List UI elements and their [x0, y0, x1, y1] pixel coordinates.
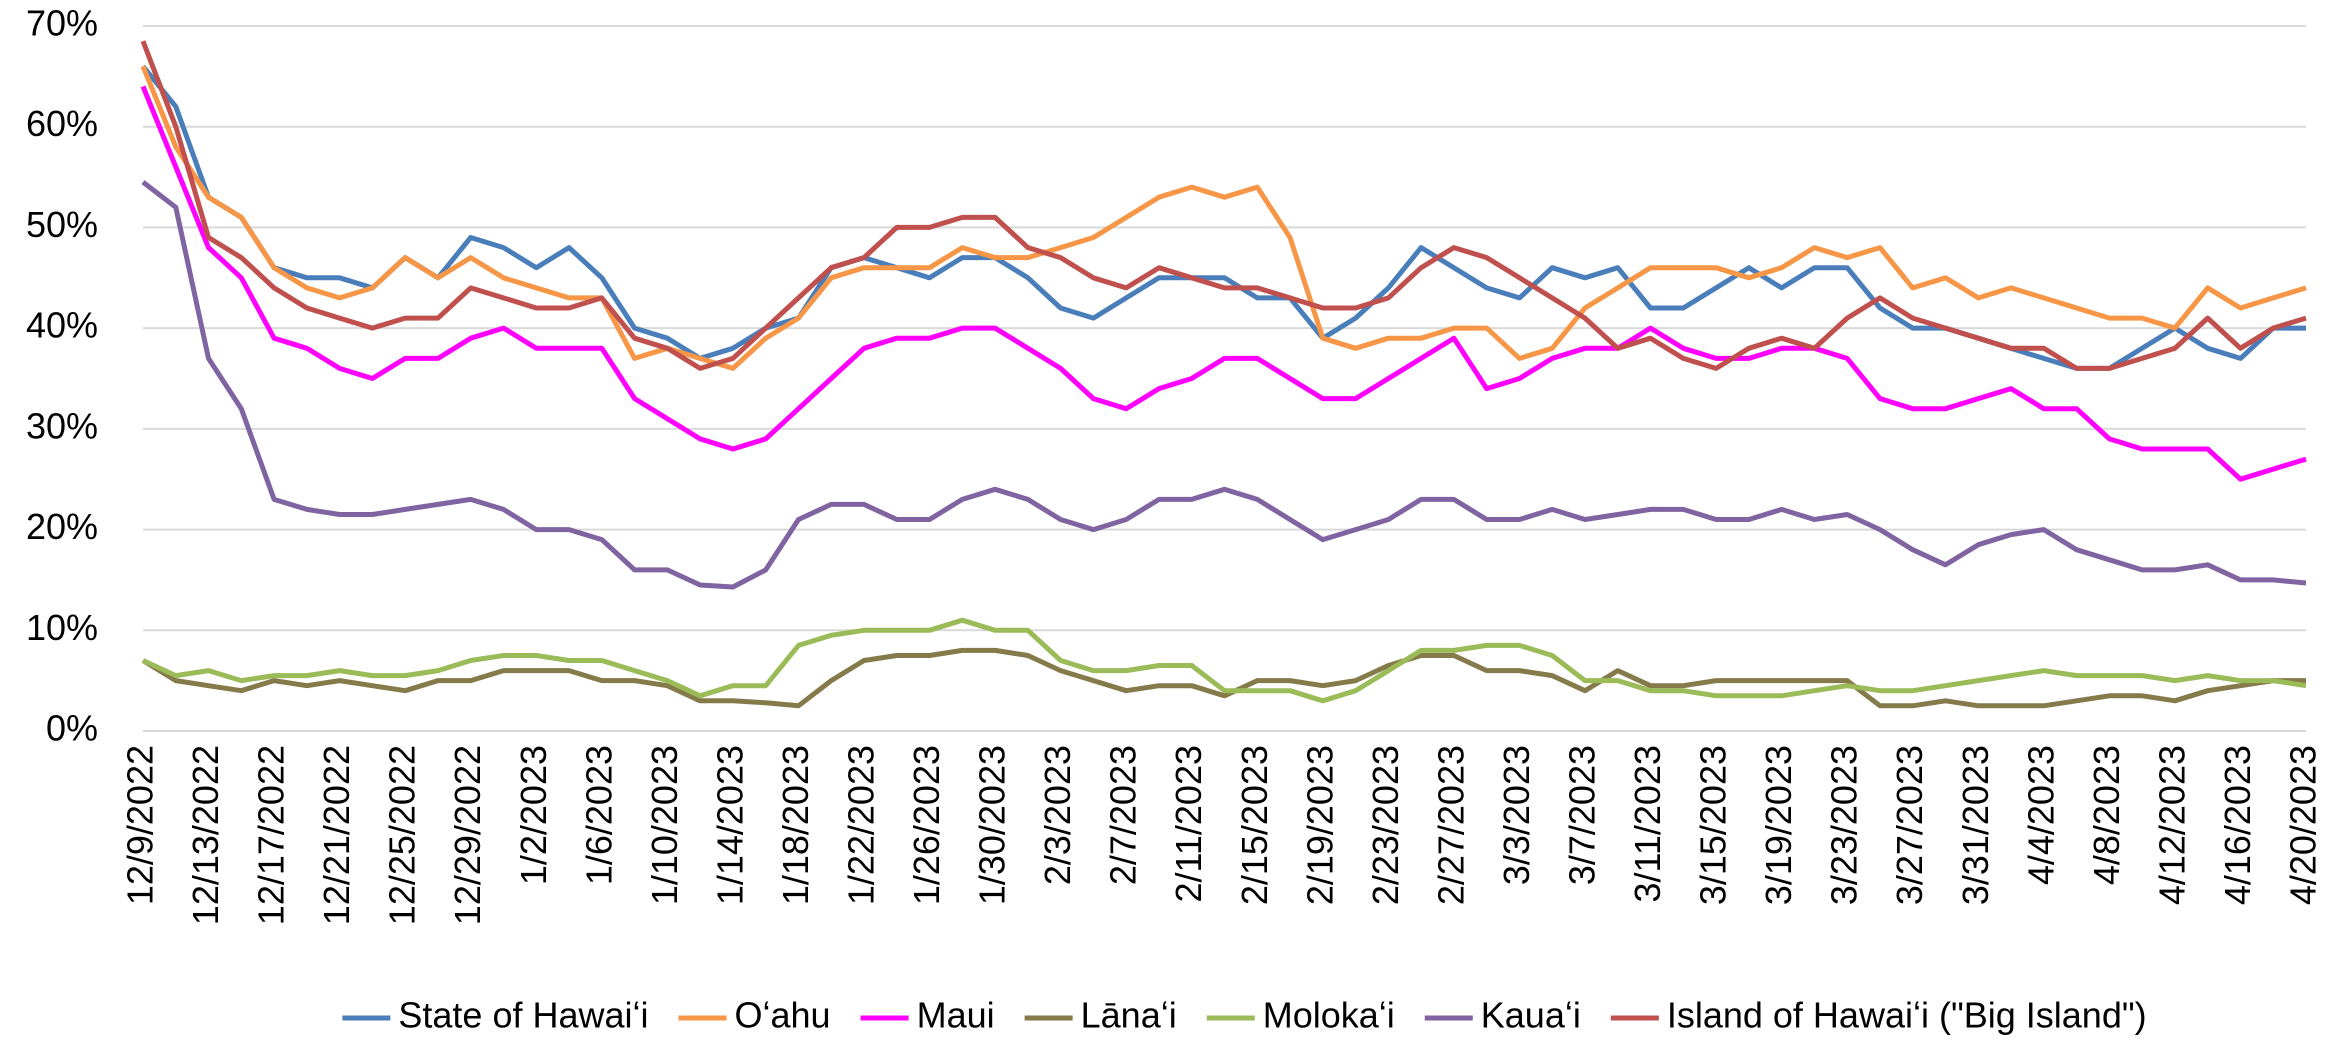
- x-tick-label: 3/19/2023: [1758, 745, 1799, 905]
- x-tick-label: 4/16/2023: [2217, 745, 2258, 905]
- legend: State of Hawaiʻi Oʻahu Maui Lānaʻi Molokaʻi K…: [342, 995, 2147, 1036]
- x-tick-label: 1/26/2023: [906, 745, 947, 905]
- x-tick-label: 12/21/2022: [316, 745, 357, 925]
- x-tick-label: 1/18/2023: [775, 745, 816, 905]
- x-tick-label: 1/14/2023: [709, 745, 750, 905]
- x-tick-label: 3/31/2023: [1955, 745, 1996, 905]
- y-tick-label: 0%: [46, 708, 98, 749]
- x-tick-label: 3/11/2023: [1627, 745, 1668, 902]
- legend-label: State of Hawaiʻi: [398, 995, 648, 1036]
- legend-label: Lānaʻi: [1081, 995, 1177, 1036]
- y-tick-label: 50%: [26, 204, 98, 245]
- x-tick-label: 2/3/2023: [1037, 745, 1078, 885]
- x-tick-label: 12/13/2022: [185, 745, 226, 925]
- x-tick-label: 1/22/2023: [841, 745, 882, 905]
- x-tick-label: 1/30/2023: [972, 745, 1013, 905]
- series-line: [140, 85, 2307, 482]
- x-tick-label: 3/27/2023: [1889, 745, 1930, 905]
- legend-label: Molokaʻi: [1263, 995, 1395, 1036]
- y-tick-label: 20%: [26, 506, 98, 547]
- x-tick-label: 2/19/2023: [1299, 745, 1340, 905]
- x-tick-label: 3/23/2023: [1824, 745, 1865, 905]
- x-tick-label: 2/15/2023: [1234, 745, 1275, 905]
- y-tick-label: 30%: [26, 405, 98, 446]
- x-tick-label: 2/27/2023: [1430, 745, 1471, 905]
- series-line: [141, 64, 2306, 371]
- x-tick-label: 12/25/2022: [382, 745, 423, 925]
- series-line: [140, 40, 2307, 371]
- y-tick-label: 40%: [26, 305, 98, 346]
- x-tick-label: 4/20/2023: [2283, 745, 2324, 905]
- x-tick-label: 12/29/2022: [447, 745, 488, 925]
- x-tick-label: 1/6/2023: [578, 745, 619, 885]
- x-tick-label: 4/4/2023: [2020, 745, 2061, 885]
- x-tick-label: 1/2/2023: [513, 745, 554, 885]
- legend-label: Island of Hawaiʻi ("Big Island"): [1667, 995, 2147, 1036]
- y-tick-label: 10%: [26, 607, 98, 648]
- series-line: [140, 65, 2307, 371]
- series-line: [141, 647, 2306, 709]
- x-tick-label: 2/23/2023: [1365, 745, 1406, 905]
- x-tick-label: 3/3/2023: [1496, 745, 1537, 885]
- x-tick-label: 12/17/2022: [251, 745, 292, 925]
- y-tick-label: 70%: [26, 3, 98, 44]
- x-tick-label: 4/8/2023: [2086, 745, 2127, 885]
- legend-label: Kauaʻi: [1481, 995, 1581, 1036]
- x-tick-label: 4/12/2023: [2151, 745, 2192, 905]
- legend-label: Oʻahu: [735, 995, 831, 1036]
- y-tick-label: 60%: [26, 103, 98, 144]
- x-tick-label: 3/7/2023: [1562, 745, 1603, 885]
- series-line: [141, 180, 2307, 590]
- x-tick-label: 1/10/2023: [644, 745, 685, 905]
- x-tick-label: 3/15/2023: [1693, 745, 1734, 905]
- x-tick-label: 2/11/2023: [1168, 745, 1209, 902]
- x-tick-label: 12/9/2022: [120, 745, 161, 905]
- legend-label: Maui: [917, 995, 995, 1036]
- x-tick-label: 2/7/2023: [1103, 745, 1144, 885]
- series-line: [141, 617, 2307, 704]
